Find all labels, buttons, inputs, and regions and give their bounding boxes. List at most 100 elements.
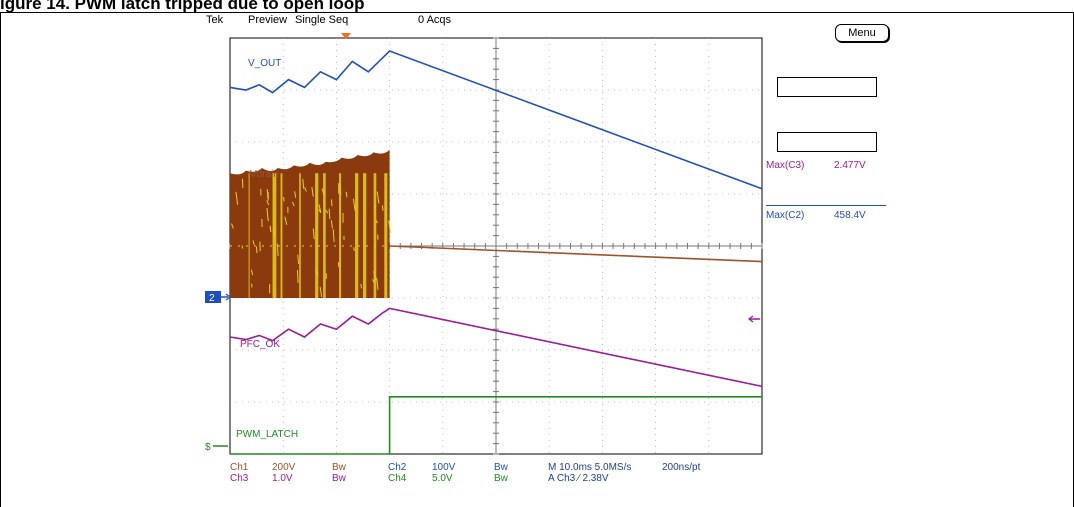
- switching-noise: [325, 209, 329, 214]
- footer-field: 5.0V: [432, 473, 453, 484]
- switching-noise: [250, 269, 254, 276]
- switching-streak: [339, 173, 342, 298]
- measurement-label: Max(C2): [766, 210, 805, 221]
- footer-field: M 10.0ms 5.0MS/s: [548, 462, 632, 473]
- footer-field: 200ns/pt: [662, 462, 701, 473]
- switching-noise: [352, 198, 356, 211]
- switching-noise: [292, 201, 295, 207]
- switching-noise: [231, 223, 234, 229]
- switching-noise: [374, 205, 376, 209]
- switching-noise: [328, 208, 331, 220]
- switching-noise: [283, 196, 285, 202]
- acq-mode-label: Single Seq: [295, 14, 349, 26]
- footer-field: Bw: [332, 462, 346, 473]
- switching-noise: [375, 219, 378, 224]
- footer-field: Ch2: [388, 462, 407, 473]
- switching-noise: [241, 245, 244, 249]
- figure-title: igure 14. PWM latch tripped due to open …: [0, 0, 365, 13]
- switching-noise: [294, 191, 297, 198]
- vdrain-burst-envelope: [230, 149, 390, 298]
- switching-noise: [339, 185, 342, 196]
- footer-field: 1.0V: [272, 473, 293, 484]
- trace-pwm-latch: [230, 395, 762, 455]
- trigger-position-marker: [341, 33, 351, 39]
- footer-field: Ch1: [230, 462, 249, 473]
- switching-noise: [284, 216, 288, 226]
- switching-noise: [376, 191, 380, 204]
- ch2-ground-marker: 2: [205, 291, 231, 304]
- switching-noise: [312, 228, 315, 240]
- footer-field: 200V: [272, 462, 296, 473]
- measurement-divider: [766, 205, 886, 206]
- switching-noise: [311, 187, 314, 197]
- switching-noise: [266, 207, 269, 218]
- switching-noise: [267, 217, 269, 222]
- switching-noise: [266, 200, 270, 206]
- switching-streak: [248, 173, 250, 298]
- trace-vdrain: [389, 245, 763, 263]
- switching-noise: [360, 283, 363, 289]
- ch3-offscale-marker: [748, 315, 760, 323]
- switching-noise: [318, 204, 322, 213]
- switching-noise: [296, 270, 299, 283]
- switching-noise: [235, 191, 239, 205]
- switching-noise: [302, 179, 305, 189]
- frame-left-border: [0, 12, 1, 507]
- menu-button[interactable]: Menu: [835, 24, 889, 42]
- switching-noise: [388, 220, 391, 233]
- measurement-slot-2: [777, 132, 877, 152]
- switching-noise: [319, 286, 323, 297]
- switching-streak: [384, 173, 388, 298]
- switching-noise: [332, 229, 335, 243]
- switching-noise: [269, 225, 272, 233]
- switching-streak: [373, 173, 377, 298]
- switching-streak: [363, 173, 367, 298]
- switching-noise: [266, 189, 269, 201]
- footer-field: 100V: [432, 462, 456, 473]
- measurement-value: 2.477V: [834, 160, 866, 171]
- switching-noise: [252, 240, 255, 246]
- switching-noise: [373, 271, 377, 281]
- switching-noise: [297, 254, 300, 264]
- switching-noise: [255, 246, 258, 254]
- measurement-slot-1: [777, 77, 877, 97]
- switching-noise: [304, 187, 307, 192]
- footer-field: A Ch3 ⁄ 2.38V: [548, 473, 609, 484]
- trace-label: PWM_LATCH: [236, 429, 298, 440]
- switching-streak: [355, 173, 359, 298]
- measurement-label: Max(C3): [766, 160, 805, 171]
- trace-label: PFC_OK: [240, 339, 280, 350]
- ch2-marker-label: 2: [209, 293, 215, 304]
- switching-noise: [315, 269, 319, 276]
- frame-top-border: [0, 12, 1074, 13]
- footer-field: Ch4: [388, 473, 407, 484]
- footer-field: Bw: [332, 473, 346, 484]
- trace-label: V_OUT: [248, 58, 281, 69]
- switching-noise: [273, 228, 276, 236]
- switching-noise: [381, 205, 384, 211]
- footer-field: Ch3: [230, 473, 249, 484]
- switching-noise: [376, 277, 379, 290]
- switching-noise: [372, 279, 375, 283]
- switching-noise: [345, 191, 348, 198]
- footer-field: Bw: [494, 462, 508, 473]
- switching-noise: [277, 243, 279, 257]
- switching-streak: [315, 173, 319, 298]
- trace-labels: V_OUT Vdrain PFC_OK PWM_LATCH: [236, 58, 298, 440]
- switching-streak: [323, 173, 326, 298]
- vdrain-burst: [230, 149, 391, 298]
- brand-label: Tek: [206, 14, 224, 26]
- switching-noise: [321, 188, 325, 196]
- svg-text:$: $: [205, 442, 211, 453]
- traces: [229, 50, 763, 455]
- switching-noise: [330, 220, 333, 229]
- switching-streak: [299, 173, 301, 298]
- mode-label: Preview: [248, 14, 288, 26]
- footer-field: Bw: [494, 473, 508, 484]
- measurement-value: 458.4V: [834, 210, 866, 221]
- switching-streak: [280, 173, 283, 298]
- ch4-ground-marker: $: [205, 442, 228, 453]
- switching-noise: [353, 247, 355, 252]
- trace-pfc-ok: [229, 307, 763, 388]
